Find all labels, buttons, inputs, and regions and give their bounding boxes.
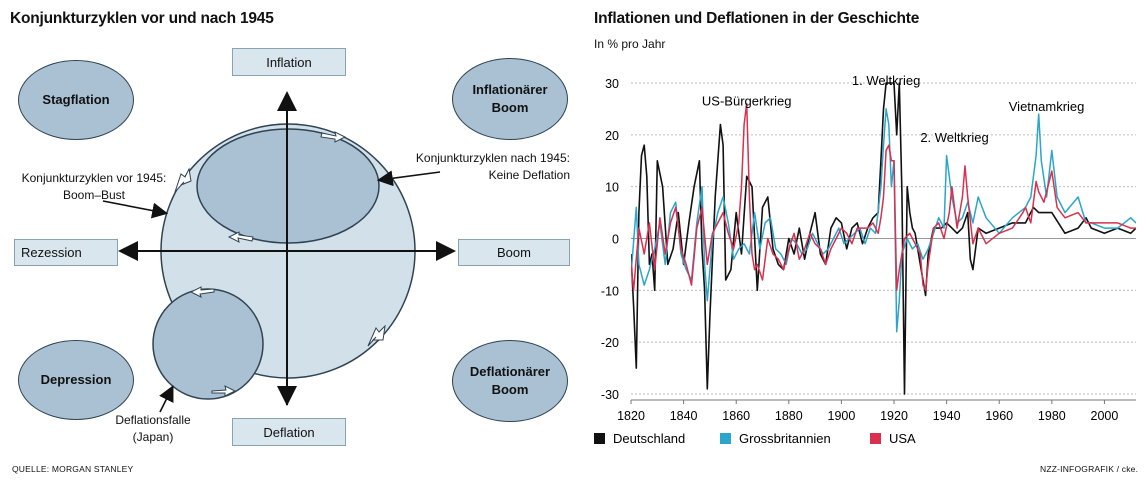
y-tick-label: -10	[601, 284, 619, 298]
y-tick-label: -20	[601, 336, 619, 350]
x-tick-label: 1840	[670, 409, 698, 423]
x-tick-label: 1900	[828, 409, 856, 423]
chart-title: Inflationen und Deflationen in der Gesch…	[594, 10, 920, 27]
x-tick-label: 2000	[1091, 409, 1119, 423]
x-tick-label: 1920	[880, 409, 908, 423]
y-tick-label: 0	[612, 233, 619, 247]
chart-credit: NZZ-INFOGRAFIK / cke.	[1040, 464, 1139, 474]
series-line-usa	[631, 102, 1136, 292]
source-note: QUELLE: MORGAN STANLEY	[12, 464, 134, 474]
x-tick-label: 1980	[1038, 409, 1066, 423]
legend-label: Grossbritannien	[739, 431, 831, 446]
business-cycle-diagram	[102, 91, 456, 413]
diagram-title: Konjunkturzyklen vor und nach 1945	[10, 10, 274, 27]
oval-deflationary-boom: Deflationärer Boom	[452, 340, 568, 422]
x-tick-label: 1820	[617, 409, 645, 423]
axis-label-deflation: Deflation	[232, 418, 346, 446]
axis-label-inflation: Inflation	[232, 48, 346, 76]
y-tick-label: 20	[605, 129, 619, 143]
pointer-before-1945	[102, 200, 169, 219]
series-line-grossbritannien	[631, 108, 1136, 333]
legend-swatch	[870, 433, 881, 444]
cycle-direction-arrow	[189, 286, 215, 298]
oval-depression: Depression	[18, 340, 134, 420]
y-tick-label: 30	[605, 77, 619, 91]
x-tick-label: 1960	[985, 409, 1013, 423]
y-tick-label: 10	[605, 181, 619, 195]
legend-label: USA	[889, 431, 916, 446]
chart-ylabel: In % pro Jahr	[594, 37, 666, 51]
cycle-direction-arrow	[174, 167, 192, 193]
cycle-direction-arrow	[320, 131, 347, 143]
note-after-1945: Konjunkturzyklen nach 1945: Keine Deflat…	[415, 151, 570, 182]
chart-annotation: Vietnamkrieg	[1009, 99, 1085, 114]
x-tick-label: 1860	[722, 409, 750, 423]
pointer-deflation-trap	[159, 385, 174, 413]
series-line-deutschland	[631, 82, 1136, 395]
note-deflation-trap: Deflationsfalle (Japan)	[115, 413, 191, 444]
cycle-direction-arrow	[367, 324, 386, 347]
y-tick-label: -30	[601, 388, 619, 402]
chart-annotation: 1. Weltkrieg	[852, 73, 920, 88]
oval-stagflation: Stagflation	[18, 60, 134, 140]
legend-swatch	[594, 433, 605, 444]
legend-label: Deutschland	[613, 431, 685, 446]
note-before-1945: Konjunkturzyklen vor 1945: Boom–Bust	[21, 171, 167, 202]
x-tick-label: 1880	[775, 409, 803, 423]
chart-annotation: 2. Weltkrieg	[920, 130, 988, 145]
cycle-direction-arrow	[211, 385, 237, 397]
x-tick-label: 1940	[933, 409, 961, 423]
oval-inflationary-boom: Inflationärer Boom	[452, 58, 568, 140]
pointer-after-1945	[376, 170, 441, 187]
chart-annotation: US-Bürgerkrieg	[702, 94, 792, 109]
legend-swatch	[720, 433, 731, 444]
cycle-direction-arrow	[227, 231, 254, 243]
axis-label-boom: Boom	[458, 239, 570, 266]
axis-label-rezession: Rezession	[14, 239, 118, 266]
